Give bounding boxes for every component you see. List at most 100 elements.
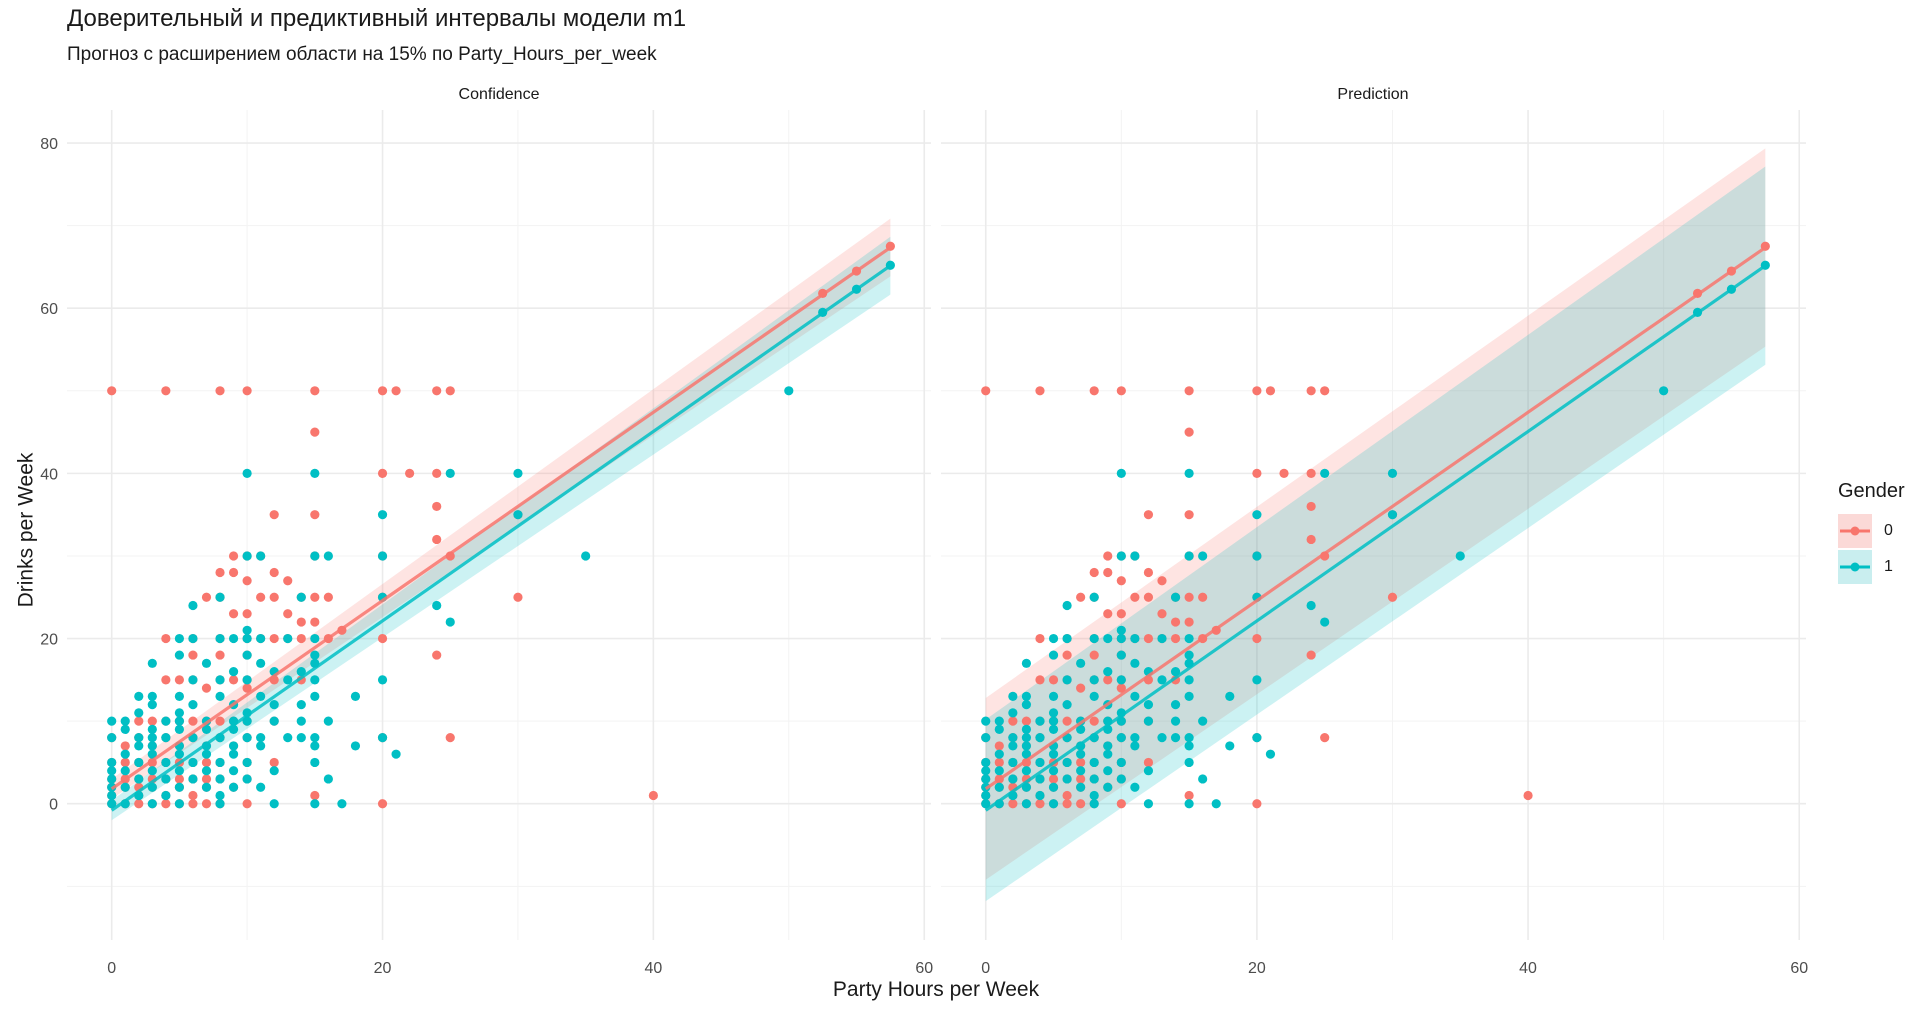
data-point-gender-1 (1062, 774, 1072, 784)
extension-point-gender-1 (1726, 284, 1737, 294)
data-point-gender-0 (1265, 386, 1276, 396)
data-point-gender-1 (1021, 733, 1032, 743)
x-tick-label: 0 (107, 960, 116, 977)
data-point-gender-1 (228, 766, 239, 776)
extension-point-gender-0 (851, 266, 862, 276)
data-point-gender-0 (1116, 799, 1126, 809)
data-point-gender-0 (201, 799, 212, 809)
data-point-gender-1 (981, 716, 991, 726)
data-point-gender-1 (1170, 716, 1181, 726)
data-point-gender-1 (256, 551, 266, 561)
data-point-gender-1 (201, 724, 212, 735)
data-point-gender-1 (1130, 658, 1140, 668)
data-point-gender-1 (242, 633, 252, 644)
data-point-gender-1 (1062, 675, 1072, 685)
data-point-gender-1 (107, 757, 117, 768)
data-point-gender-0 (1143, 633, 1154, 644)
data-point-gender-0 (296, 617, 306, 627)
legend-item-0: 0 (1838, 513, 1905, 549)
data-point-gender-1 (134, 774, 144, 784)
data-point-gender-1 (256, 691, 266, 701)
data-point-gender-1 (310, 551, 320, 561)
data-point-gender-1 (310, 675, 320, 685)
data-point-gender-1 (1252, 510, 1262, 520)
data-point-gender-0 (283, 576, 293, 586)
data-point-gender-1 (1265, 749, 1276, 759)
legend-label-0: 0 (1884, 522, 1893, 539)
data-point-gender-0 (1008, 716, 1018, 726)
data-point-gender-1 (1170, 700, 1181, 710)
data-point-gender-0 (1076, 683, 1086, 693)
data-point-gender-1 (1198, 774, 1208, 784)
extension-point-gender-1 (1692, 307, 1703, 317)
data-point-gender-1 (188, 757, 198, 768)
x-tick-label: 0 (981, 960, 990, 977)
data-point-gender-1 (296, 592, 306, 602)
data-point-gender-1 (242, 650, 252, 660)
data-point-gender-1 (161, 716, 171, 726)
y-tick-label: 80 (40, 136, 58, 153)
data-point-gender-1 (1103, 766, 1113, 776)
data-point-gender-1 (174, 691, 185, 701)
data-point-gender-0 (1157, 609, 1167, 619)
data-point-gender-1 (1103, 749, 1113, 759)
data-point-gender-1 (215, 675, 225, 685)
data-point-gender-1 (1048, 633, 1059, 644)
data-point-gender-1 (134, 741, 144, 751)
data-point-gender-1 (201, 658, 212, 668)
data-point-gender-1 (147, 749, 157, 759)
data-point-gender-0 (174, 675, 185, 685)
data-point-gender-1 (1048, 650, 1059, 660)
data-point-gender-1 (215, 790, 225, 801)
data-point-gender-1 (242, 757, 252, 768)
data-point-gender-1 (1035, 757, 1045, 768)
data-point-gender-0 (1116, 609, 1126, 619)
data-point-gender-0 (1252, 799, 1262, 809)
data-point-gender-0 (188, 650, 198, 660)
data-point-gender-1 (120, 749, 130, 759)
data-point-gender-1 (581, 551, 591, 561)
data-point-gender-1 (1184, 468, 1194, 478)
data-point-gender-1 (1157, 733, 1167, 743)
data-point-gender-1 (107, 774, 117, 784)
data-point-gender-0 (1089, 716, 1099, 726)
data-point-gender-1 (981, 757, 991, 768)
data-point-gender-0 (296, 633, 306, 644)
data-point-gender-0 (432, 501, 442, 512)
data-point-gender-0 (1143, 757, 1154, 768)
data-point-gender-1 (174, 708, 185, 718)
data-point-gender-1 (188, 774, 198, 784)
data-point-gender-0 (1184, 427, 1194, 437)
data-point-gender-0 (1116, 683, 1126, 693)
data-point-gender-1 (215, 757, 225, 768)
data-point-gender-0 (1103, 609, 1113, 619)
data-point-gender-1 (1184, 733, 1194, 743)
data-point-gender-1 (1035, 774, 1045, 784)
data-point-gender-0 (1062, 716, 1072, 726)
data-point-gender-0 (1306, 501, 1316, 512)
data-point-gender-1 (1130, 741, 1140, 751)
data-point-gender-1 (310, 633, 320, 644)
data-point-gender-1 (256, 733, 266, 743)
extension-point-gender-1 (1760, 260, 1770, 270)
data-point-gender-1 (1211, 799, 1221, 809)
data-point-gender-1 (134, 691, 144, 701)
data-point-gender-1 (147, 733, 157, 743)
data-point-gender-0 (269, 757, 279, 768)
data-point-gender-0 (310, 592, 320, 602)
ribbon-prediction-series-0 (985, 148, 1766, 880)
data-point-gender-1 (1130, 551, 1140, 561)
data-point-gender-0 (1089, 650, 1099, 660)
data-point-gender-0 (391, 386, 401, 396)
data-point-gender-1 (1048, 749, 1059, 759)
data-point-gender-0 (201, 774, 212, 784)
data-point-gender-0 (269, 567, 279, 578)
data-point-gender-0 (1076, 757, 1086, 768)
data-point-gender-1 (147, 741, 157, 751)
data-point-gender-1 (310, 741, 320, 751)
data-point-gender-1 (296, 716, 306, 726)
data-point-gender-0 (405, 468, 415, 478)
data-point-gender-1 (228, 749, 239, 759)
data-point-gender-1 (1116, 733, 1126, 743)
data-point-gender-1 (1048, 724, 1059, 735)
